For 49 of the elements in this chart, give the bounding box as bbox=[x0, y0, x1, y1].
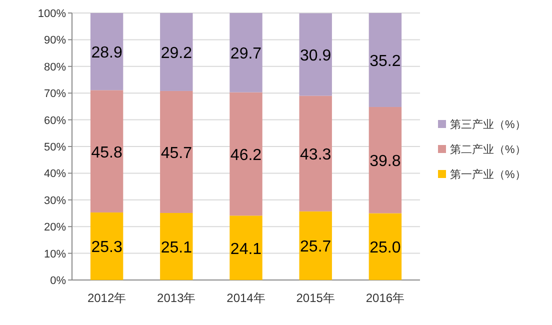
data-label: 29.2 bbox=[160, 44, 192, 62]
data-label: 45.8 bbox=[91, 144, 122, 162]
y-tick-label: 80% bbox=[44, 61, 66, 74]
bar bbox=[160, 13, 193, 91]
data-label: 29.7 bbox=[230, 46, 262, 63]
data-label: 30.9 bbox=[300, 48, 332, 65]
legend-label: 第一产业（%） bbox=[450, 168, 526, 181]
y-tick-label: 20% bbox=[44, 222, 66, 234]
data-label: 25.1 bbox=[160, 239, 192, 256]
bar bbox=[160, 212, 193, 280]
bar bbox=[160, 90, 193, 213]
data-label: 45.7 bbox=[160, 144, 192, 162]
bar bbox=[299, 13, 332, 96]
x-tick-label: 2014年 bbox=[226, 291, 266, 305]
legend-label: 第三产业（%） bbox=[450, 118, 526, 131]
data-label: 28.9 bbox=[91, 44, 122, 62]
bar bbox=[230, 92, 262, 216]
bar bbox=[299, 96, 332, 212]
data-label: 25.3 bbox=[91, 239, 122, 256]
legend-label: 第二产业（%） bbox=[450, 143, 526, 156]
x-tick-label: 2016年 bbox=[366, 291, 405, 305]
data-label: 43.3 bbox=[300, 146, 332, 164]
bar bbox=[230, 13, 262, 92]
y-tick-label: 30% bbox=[44, 194, 66, 207]
x-tick-label: 2015年 bbox=[296, 291, 335, 305]
data-label: 46.2 bbox=[230, 146, 262, 164]
y-tick-label: 10% bbox=[44, 248, 66, 260]
data-label: 39.8 bbox=[370, 153, 401, 170]
bar bbox=[299, 211, 332, 280]
y-tick-label: 60% bbox=[44, 114, 66, 127]
bar bbox=[368, 106, 402, 214]
data-label: 35.2 bbox=[370, 52, 401, 70]
y-tick-label: 70% bbox=[44, 88, 66, 100]
x-tick-label: 2013年 bbox=[157, 291, 196, 305]
bar bbox=[230, 216, 262, 280]
y-tick-label: 100% bbox=[38, 8, 66, 20]
y-tick-label: 40% bbox=[44, 168, 66, 180]
data-label: 25.7 bbox=[300, 238, 332, 256]
x-tick-label: 2012年 bbox=[87, 291, 126, 305]
y-tick-label: 0% bbox=[50, 275, 66, 287]
bar bbox=[90, 90, 124, 212]
bar bbox=[90, 13, 124, 90]
y-tick-label: 90% bbox=[44, 34, 66, 47]
bar bbox=[368, 213, 402, 280]
bar bbox=[368, 13, 402, 107]
data-label: 25.0 bbox=[370, 240, 401, 257]
y-tick-label: 50% bbox=[44, 142, 66, 154]
data-label: 24.1 bbox=[230, 240, 262, 258]
bar bbox=[90, 212, 124, 280]
